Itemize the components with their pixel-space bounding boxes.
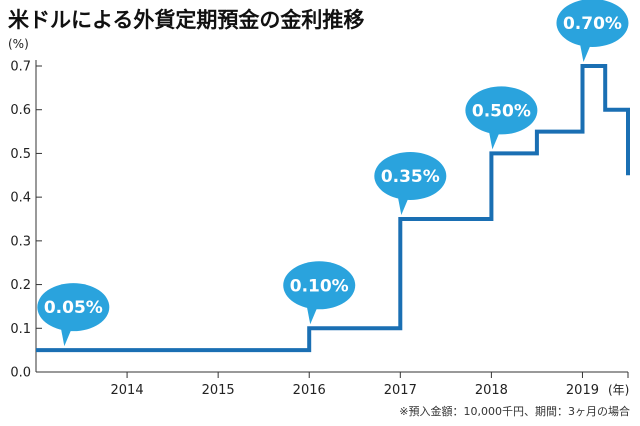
callout-label: 0.05% xyxy=(44,298,103,318)
rate-step-line xyxy=(36,64,630,353)
callout-body xyxy=(374,152,447,200)
x-axis-unit: (年) xyxy=(608,383,629,397)
y-tick-label: 0.5 xyxy=(10,147,31,162)
callouts: 0.05% 0.10% 0.35% 0.50% 0.70% xyxy=(37,0,629,347)
y-tick-label: 0.1 xyxy=(10,322,31,337)
y-tick-label: 0.6 xyxy=(10,103,31,118)
x-tick-label: 2016 xyxy=(293,383,326,398)
y-tick-label: 0.7 xyxy=(10,60,31,75)
callout-body xyxy=(283,261,356,310)
callout-bubble: 0.10% xyxy=(283,261,356,325)
callout-bubble: 0.05% xyxy=(37,283,110,347)
callout-body xyxy=(465,86,538,135)
x-tick-label: 2019 xyxy=(566,383,599,398)
callout-tail xyxy=(60,325,73,347)
y-tick-label: 0.3 xyxy=(10,234,31,249)
callout-label: 0.50% xyxy=(472,101,531,121)
y-axis-unit: (%) xyxy=(8,37,29,51)
callout-body xyxy=(37,283,110,332)
x-tick-label: 2014 xyxy=(111,383,144,398)
series-layer xyxy=(36,64,630,353)
y-tick-label: 0.2 xyxy=(10,278,31,293)
y-tick-label: 0.4 xyxy=(10,191,31,206)
x-tick-label: 2017 xyxy=(384,383,417,398)
x-tick-label: 2018 xyxy=(475,383,508,398)
callout-body xyxy=(556,0,629,47)
callout-label: 0.70% xyxy=(563,14,622,34)
callout-label: 0.10% xyxy=(290,276,349,296)
callout-bubble: 0.35% xyxy=(374,152,447,215)
axes xyxy=(35,60,629,378)
callout-tail xyxy=(579,41,592,62)
chart-title: 米ドルによる外貨定期預金の金利推移 xyxy=(8,8,365,32)
callout-bubble: 0.70% xyxy=(556,0,629,62)
callout-tail xyxy=(488,128,501,150)
callout-tail xyxy=(306,303,319,325)
callout-tail xyxy=(397,194,410,215)
y-tick-label: 0.0 xyxy=(10,366,31,381)
x-tick-label: 2015 xyxy=(202,383,235,398)
callout-label: 0.35% xyxy=(381,167,440,187)
callout-bubble: 0.50% xyxy=(465,86,538,150)
axis-labels: 0.0 0.1 0.2 0.3 0.4 0.5 0.6 0.7 (%) 2014 2015 2016 2… xyxy=(8,37,629,398)
footnote: ※預入金額：10,000千円、期間：3ヶ月の場合 xyxy=(399,405,630,418)
